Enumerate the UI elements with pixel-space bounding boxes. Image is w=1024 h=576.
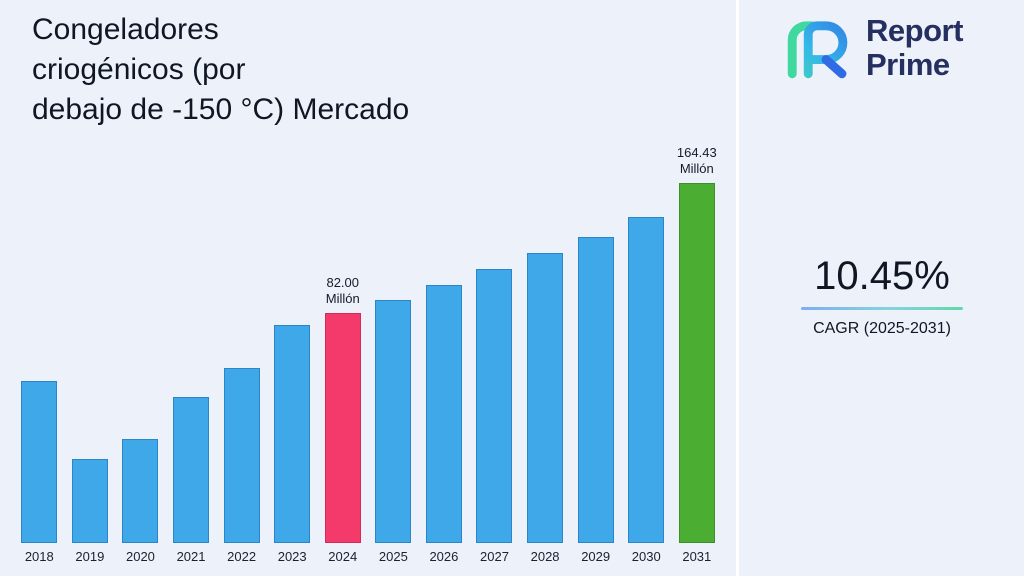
panel-divider xyxy=(736,0,739,576)
year-label: 2027 xyxy=(480,549,509,564)
brand-name: Report Prime xyxy=(866,14,963,82)
bar-column xyxy=(267,183,318,543)
bar-column xyxy=(368,183,419,543)
cagr-underline xyxy=(801,307,963,310)
bar-column: 164.43 Millón xyxy=(672,145,723,543)
bar-column: 82.00 Millón xyxy=(317,183,368,543)
bar-2028 xyxy=(527,253,564,543)
year-label: 2031 xyxy=(682,549,712,564)
bar-2030 xyxy=(628,217,665,543)
page-title: Congeladores criogénicos (por debajo de … xyxy=(32,13,410,126)
bar-chart: 82.00 Millón 164.43 Millón 2018 2019 2020 20… xyxy=(14,145,723,564)
year-label: 2023 xyxy=(277,549,307,564)
bar-2020 xyxy=(122,439,159,543)
year-label: 2028 xyxy=(530,549,560,564)
bar-value-label: 164.43 Millón xyxy=(676,145,717,176)
bar-2029 xyxy=(577,237,614,543)
bar-column xyxy=(216,183,267,543)
bar-2019 xyxy=(71,459,108,543)
year-label: 2025 xyxy=(378,549,408,564)
brand-name-line2: Prime xyxy=(866,47,950,82)
report-prime-logo-icon xyxy=(787,21,848,79)
bars: 82.00 Millón 164.43 Millón xyxy=(14,145,723,543)
bar-column xyxy=(570,183,621,543)
bar-2024 xyxy=(324,313,361,543)
year-label: 2026 xyxy=(429,549,459,564)
bar-column xyxy=(621,183,672,543)
bar-2027 xyxy=(476,269,513,543)
year-label: 2020 xyxy=(125,549,155,564)
bar-2023 xyxy=(274,325,311,543)
bar-2026 xyxy=(425,285,462,543)
cagr-label: CAGR (2025-2031) xyxy=(813,320,951,337)
year-label: 2019 xyxy=(75,549,105,564)
year-label: 2030 xyxy=(631,549,661,564)
bar-2025 xyxy=(375,300,412,543)
bar-column xyxy=(14,183,65,543)
bar-value-label: 82.00 Millón xyxy=(325,275,360,306)
year-label: 2022 xyxy=(227,549,257,564)
year-label: 2018 xyxy=(24,549,54,564)
brand-name-line1: Report xyxy=(866,13,963,48)
year-labels: 2018 2019 2020 2021 2022 2023 2024 2025 2026 2027… xyxy=(14,549,722,564)
bar-column xyxy=(419,183,470,543)
brand-logo: Report Prime xyxy=(778,8,963,88)
year-label: 2029 xyxy=(581,549,611,564)
cagr-value: 10.45% xyxy=(814,254,950,298)
bar-2021 xyxy=(173,397,210,543)
bar-column xyxy=(469,183,520,543)
bar-2031 xyxy=(678,183,715,543)
bar-column xyxy=(166,183,217,543)
year-label: 2021 xyxy=(176,549,206,564)
bar-column xyxy=(115,183,166,543)
bar-2018 xyxy=(21,381,58,543)
bar-column xyxy=(520,183,571,543)
bar-2022 xyxy=(223,368,260,543)
bar-column xyxy=(65,183,116,543)
year-label: 2024 xyxy=(328,549,358,564)
cagr-panel: 10.45% CAGR (2025-2031) xyxy=(762,254,1002,338)
